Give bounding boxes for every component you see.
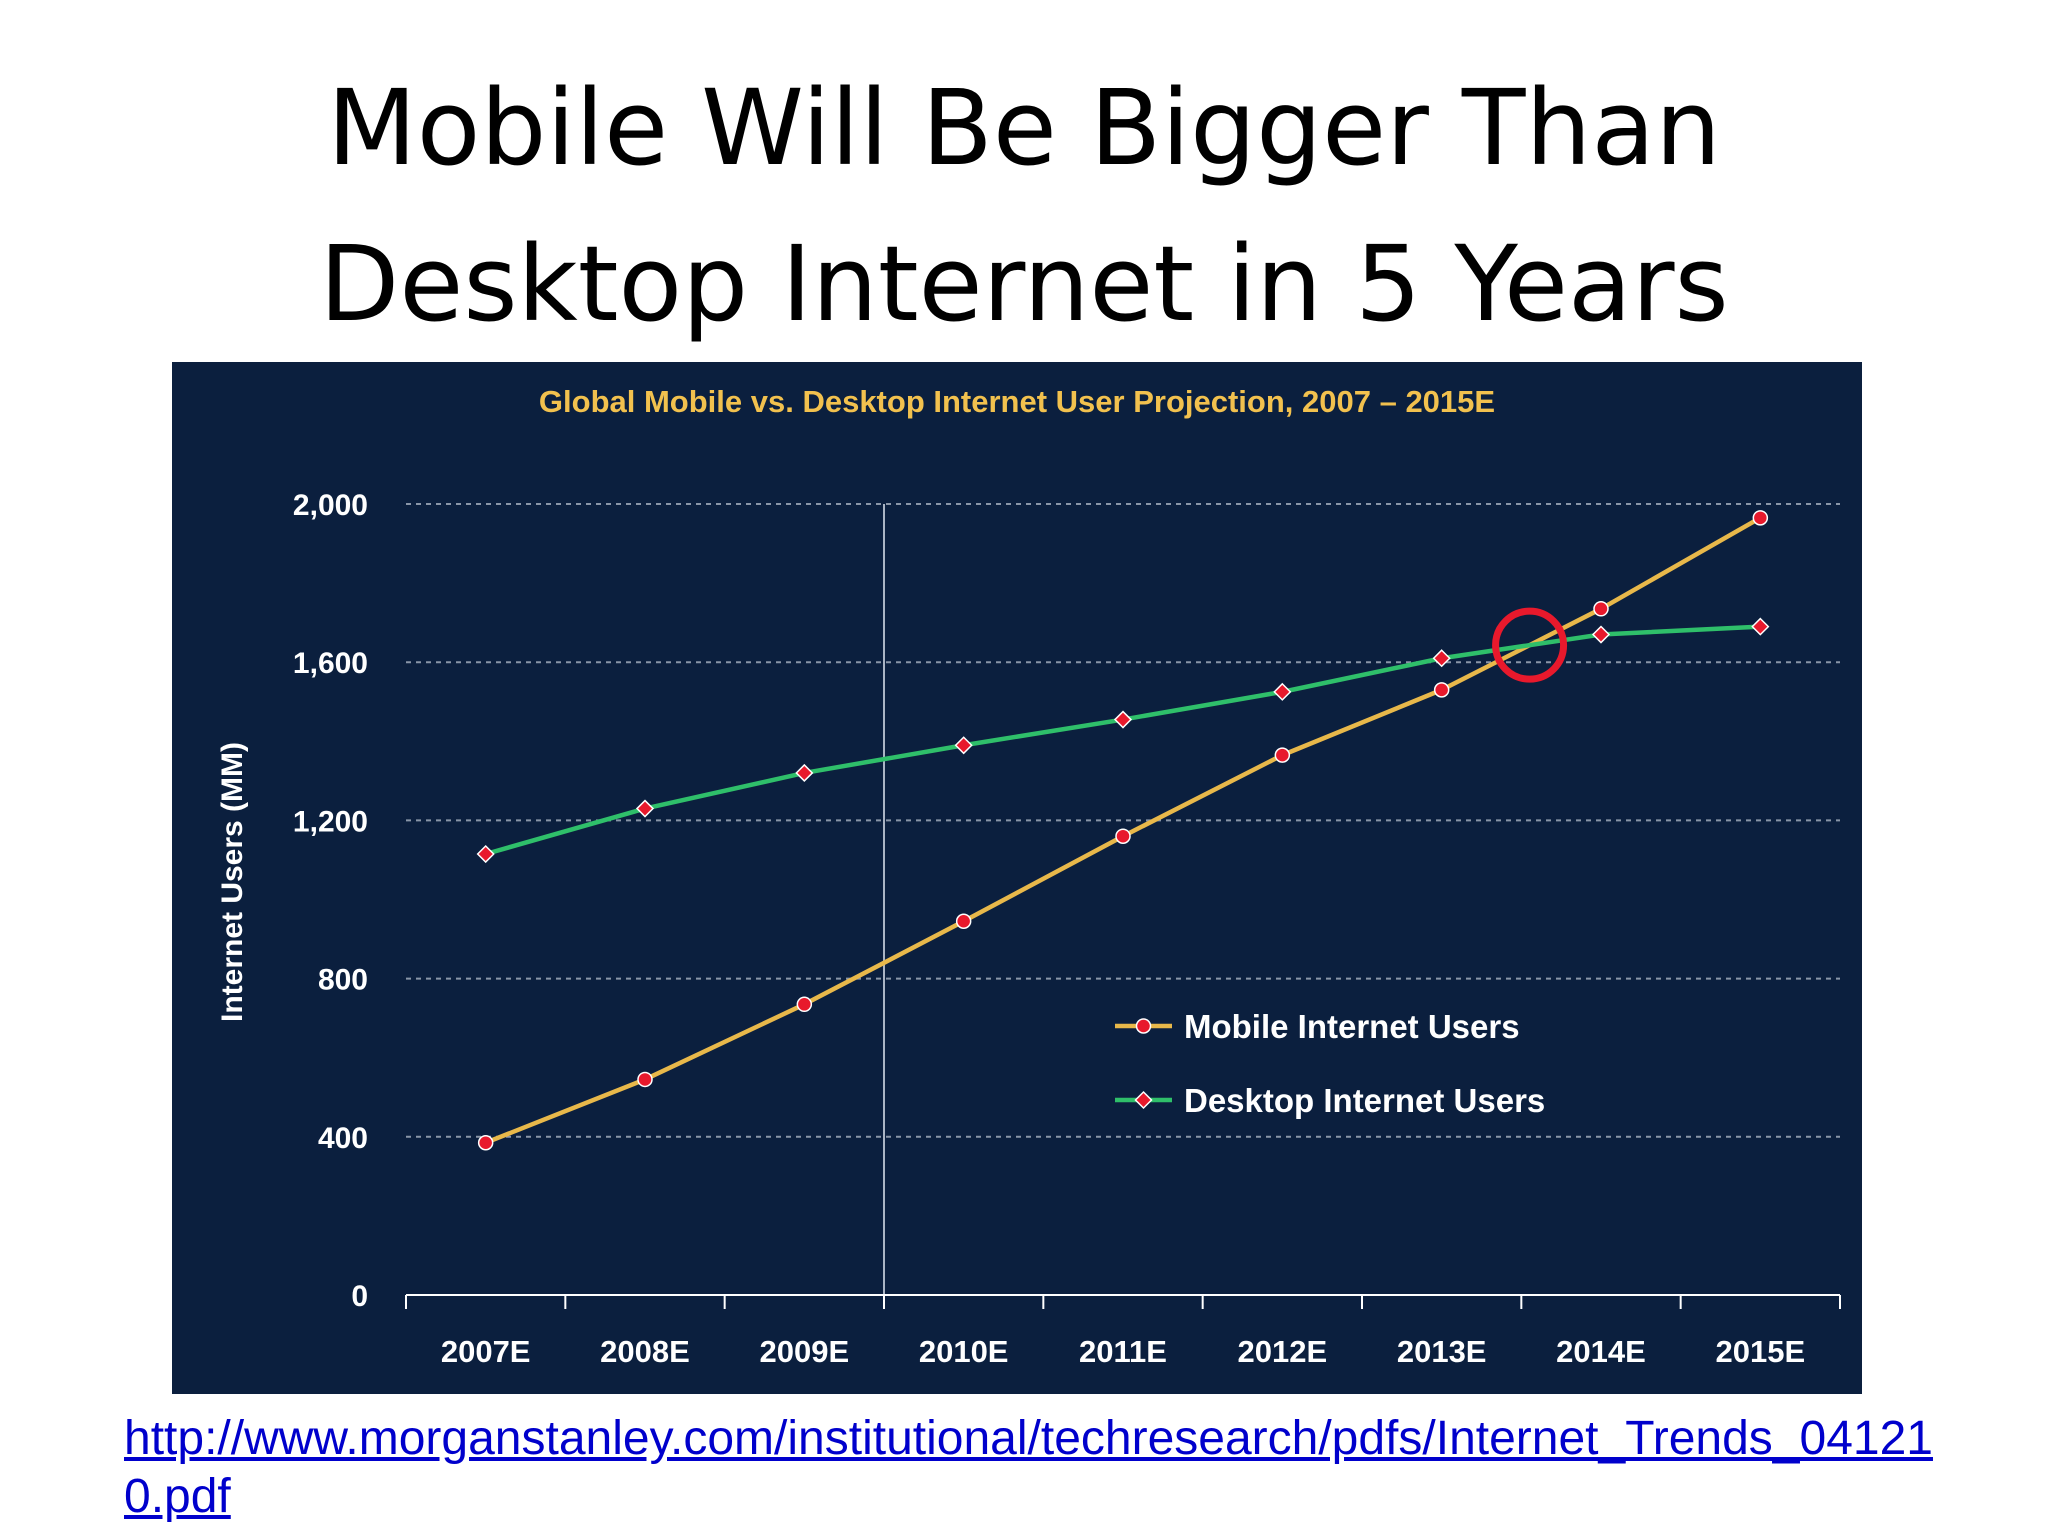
x-tick-label: 2011E (1079, 1334, 1167, 1369)
mobile-data-point (1274, 747, 1291, 763)
desktop-data-point (1432, 649, 1451, 668)
x-tick-label: 2010E (919, 1334, 1009, 1369)
source-link[interactable]: http://www.morganstanley.com/institution… (124, 1412, 1933, 1523)
mobile-data-point (1593, 601, 1609, 617)
slide-title-line-2: Desktop Internet in 5 Years (319, 223, 1729, 345)
desktop-data-point (1273, 682, 1292, 701)
mobile-data-point (796, 996, 813, 1013)
mobile-data-point (1115, 828, 1131, 844)
y-tick-label: 2,000 (293, 489, 368, 522)
mobile-data-point (1433, 682, 1450, 698)
y-tick-label: 1,600 (293, 647, 368, 680)
x-tick-label: 2013E (1397, 1334, 1487, 1369)
legend-swatch-marker (1135, 1018, 1152, 1034)
desktop-data-point (1113, 710, 1133, 729)
desktop-data-point (1591, 625, 1611, 644)
legend-swatch-marker (1134, 1090, 1153, 1110)
x-tick-label: 2007E (441, 1334, 531, 1369)
crossover-highlight-circle (1492, 607, 1568, 683)
desktop-data-point (476, 844, 495, 864)
y-axis-ticks: 0 400 800 1,200 1,600 2,000 (293, 489, 368, 1313)
y-tick-label: 800 (318, 964, 368, 997)
y-axis-label: Internet Users (MM) (216, 742, 249, 1022)
mobile-data-point (637, 1071, 653, 1088)
x-tick-label: 2012E (1238, 1334, 1328, 1369)
x-axis-ticks: 2007E 2008E 2009E 2010E 2011E 2012E 2013E 2014E… (441, 1334, 1805, 1369)
x-tick-label: 2014E (1556, 1334, 1646, 1369)
legend-label: Mobile Internet Users (1184, 1008, 1520, 1045)
desktop-data-point (954, 736, 973, 755)
line-chart: Global Mobile vs. Desktop Internet User … (216, 384, 1841, 1369)
x-tick-label: 2008E (600, 1334, 690, 1369)
desktop-data-point (1751, 617, 1770, 636)
series-markers (476, 510, 1770, 1151)
chart-title: Global Mobile vs. Desktop Internet User … (539, 384, 1495, 419)
legend-label: Desktop Internet Users (1184, 1082, 1545, 1119)
slide-title-line-1: Mobile Will Be Bigger Than (326, 67, 1722, 189)
slide-title: Mobile Will Be Bigger Than Desktop Inter… (0, 50, 2048, 362)
legend: Mobile Internet Users Desktop Internet Us… (1115, 1008, 1545, 1119)
desktop-data-point (795, 763, 814, 783)
y-tick-label: 1,200 (293, 805, 368, 838)
y-tick-label: 0 (351, 1280, 368, 1313)
mobile-data-point (477, 1134, 494, 1151)
x-tick-label: 2009E (760, 1334, 850, 1369)
gridlines (406, 503, 1840, 1295)
desktop-data-point (635, 799, 655, 818)
x-tick-label: 2015E (1716, 1334, 1806, 1369)
y-tick-label: 400 (318, 1122, 368, 1155)
mobile-data-point (1752, 510, 1769, 526)
x-axis (405, 1294, 1841, 1309)
chart-panel: Global Mobile vs. Desktop Internet User … (172, 362, 1862, 1394)
mobile-data-point (955, 913, 972, 930)
